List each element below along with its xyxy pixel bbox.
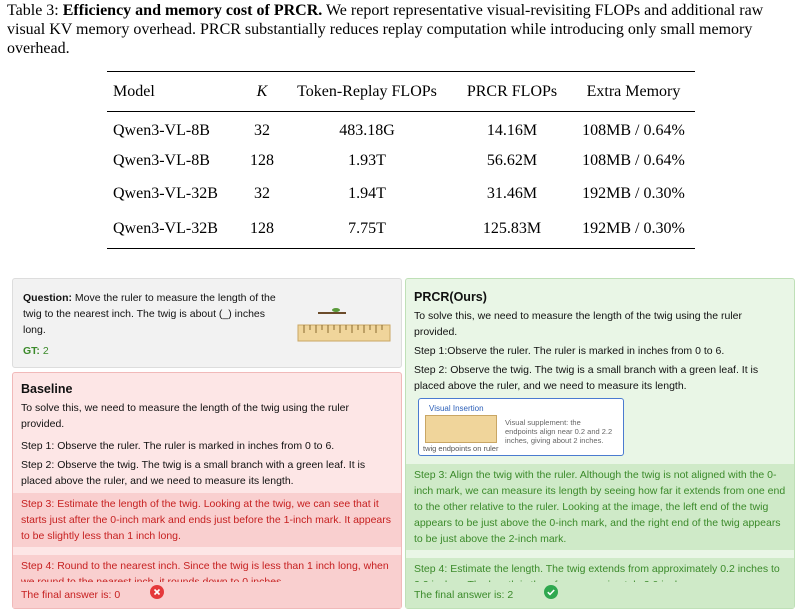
table-cell: 32 — [254, 185, 270, 202]
step: Step 2: Observe the twig. The twig is a … — [414, 364, 759, 392]
table-cell: 7.75T — [348, 220, 386, 238]
wrong-icon — [150, 585, 164, 599]
header-row: Model K Token-Replay FLOPs PRCR FLOPs Ex… — [107, 71, 695, 112]
table-cell: 192MB / 0.30% — [582, 220, 685, 238]
visual-insertion: Visual Insertion Visual supplement: the … — [418, 398, 624, 456]
step-correct: Step 3: Align the twig with the ruler. A… — [406, 464, 794, 550]
question-label: Question: — [23, 292, 72, 304]
final-answer: The final answer is: 2 — [406, 582, 794, 608]
final-text: The final answer is: 2 — [414, 589, 514, 601]
table-cell: 56.62M — [486, 152, 538, 169]
insertion-caption: twig endpoints on ruler — [423, 444, 499, 453]
question-panel: Question: Move the ruler to measure the … — [12, 278, 402, 368]
correct-icon — [544, 585, 558, 599]
ruler-image — [297, 308, 391, 342]
table-row: Qwen3-VL-32B 32 1.94T 31.46M 192MB / 0.30% — [107, 178, 695, 211]
table-body: Qwen3-VL-8B 32 483.18G 14.16M 108MB / 0.64% Q… — [107, 112, 695, 249]
step: Step 2: Observe the twig. The twig is a … — [21, 459, 366, 487]
table-caption: Table 3: Efficiency and memory cost of P… — [7, 1, 799, 58]
panel-title: PRCR(Ours) — [414, 290, 487, 304]
insertion-title: Visual Insertion — [429, 404, 484, 413]
leaf — [332, 308, 340, 312]
table-cell: Qwen3-VL-32B — [113, 185, 218, 202]
ruler — [297, 324, 391, 342]
ground-truth: GT: 2 — [23, 343, 49, 359]
intro: To solve this, we need to measure the le… — [414, 310, 743, 338]
table-cell: 125.83M — [482, 220, 542, 238]
question-text: Move the ruler to measure the length of … — [23, 292, 276, 336]
insertion-text: Visual supplement: the endpoints align n… — [505, 418, 613, 445]
table-cell: 31.46M — [486, 185, 538, 202]
prcr-panel: PRCR(Ours) To solve this, we need to mea… — [405, 278, 795, 609]
table-cell: 32 — [254, 122, 270, 140]
table-cell: 128 — [250, 152, 274, 169]
step: Step 1: Observe the ruler. The ruler is … — [21, 440, 335, 452]
ruler-ticks — [303, 325, 383, 333]
caption-bold: Efficiency and memory cost of PRCR. — [62, 2, 323, 19]
header-cell: PRCR FLOPs — [466, 82, 558, 100]
table: Model K Token-Replay FLOPs PRCR FLOPs Ex… — [107, 71, 695, 249]
caption-label: Table 3: — [7, 2, 59, 19]
table-cell: 108MB / 0.64% — [582, 152, 685, 169]
panel-title: Baseline — [21, 382, 73, 396]
table-cell: Qwen3-VL-8B — [113, 122, 210, 140]
final-answer: The final answer is: 0 — [13, 582, 401, 608]
step-wrong: Step 3: Estimate the length of the twig.… — [13, 493, 401, 547]
final-text: The final answer is: 0 — [21, 589, 121, 601]
header-cell: Extra Memory — [586, 82, 681, 100]
table-cell: 108MB / 0.64% — [582, 122, 685, 140]
table-row: Qwen3-VL-8B 128 1.93T 56.62M 108MB / 0.64% — [107, 145, 695, 178]
question: Question: Move the ruler to measure the … — [23, 290, 288, 338]
header-cell: Token-Replay FLOPs — [297, 82, 437, 100]
header-cell: Model — [113, 82, 155, 100]
table-cell: 128 — [250, 220, 274, 238]
table-cell: 483.18G — [339, 122, 395, 140]
intro: To solve this, we need to measure the le… — [21, 402, 350, 430]
gt-value: 2 — [42, 345, 49, 357]
table-cell: 1.94T — [348, 185, 386, 202]
table-cell: 1.93T — [348, 152, 386, 169]
insertion-image — [425, 415, 497, 443]
table-row: Qwen3-VL-32B 128 7.75T 125.83M 192MB / 0.30% — [107, 211, 695, 249]
table-cell: Qwen3-VL-8B — [113, 152, 210, 169]
caption-text: We report representative visual-revisiti… — [7, 2, 764, 57]
baseline-panel: Baseline To solve this, we need to measu… — [12, 372, 402, 609]
header-cell: K — [256, 82, 268, 100]
gt-label: GT: — [23, 345, 40, 357]
table-cell: 14.16M — [486, 122, 538, 140]
table-row: Qwen3-VL-8B 32 483.18G 14.16M 108MB / 0.64% — [107, 112, 695, 145]
table-cell: Qwen3-VL-32B — [113, 220, 218, 238]
table-cell: 192MB / 0.30% — [582, 185, 685, 202]
step: Step 1:Observe the ruler. The ruler is m… — [414, 345, 725, 357]
